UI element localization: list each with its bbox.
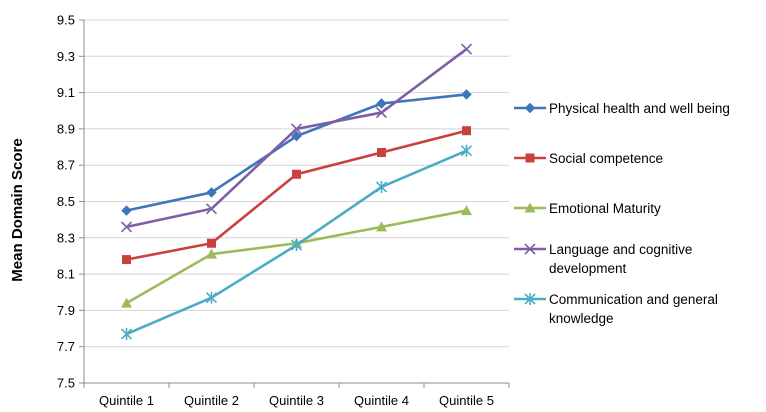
legend-item: Emotional Maturity: [514, 201, 661, 216]
y-tick-label: 7.7: [57, 339, 75, 354]
data-point: [376, 221, 387, 232]
data-point: [291, 130, 302, 142]
series-line: [125, 209, 467, 305]
data-point: [524, 202, 536, 213]
data-point: [377, 147, 386, 157]
legend-item: Physical health and well being: [514, 101, 730, 116]
data-point: [292, 169, 301, 179]
data-point: [290, 239, 303, 252]
legend-item: Language and cognitive development: [514, 242, 692, 276]
data-point: [460, 144, 473, 157]
legend-label: Social competence: [549, 151, 663, 166]
data-point: [524, 293, 536, 305]
x-tick-label: Quintile 5: [439, 393, 494, 408]
data-point: [375, 180, 388, 193]
data-point: [121, 297, 132, 308]
legend-item: Social competence: [514, 151, 663, 166]
grid: [84, 19, 509, 384]
data-point: [290, 123, 303, 135]
legend-label: knowledge: [549, 311, 614, 326]
series-line: [126, 93, 467, 212]
data-point: [524, 102, 536, 114]
data-point-stroke: [460, 43, 473, 55]
y-tick-label: 9.5: [57, 13, 75, 28]
legend-item: Communication and general knowledge: [514, 292, 718, 326]
data-point: [206, 187, 217, 198]
y-tick-label: 9.1: [57, 85, 75, 100]
data-point-stroke: [205, 203, 218, 215]
data-point: [122, 255, 131, 265]
data-point: [524, 243, 536, 255]
legend-label: Language and cognitive: [549, 242, 692, 257]
legend-label: Communication and general: [549, 292, 718, 307]
y-tick-label: 7.5: [57, 376, 75, 391]
data-point: [461, 89, 472, 100]
data-point: [120, 221, 133, 233]
legend-label: development: [549, 261, 627, 276]
data-point: [121, 205, 132, 216]
data-point-stroke: [375, 106, 388, 119]
data-point: [205, 291, 218, 304]
x-tick-label: Quintile 4: [354, 393, 409, 408]
y-tick-label: 8.9: [57, 121, 75, 136]
y-tick-label: 9.3: [57, 49, 75, 64]
data-point: [462, 126, 471, 136]
data-point: [206, 248, 217, 259]
legend: Physical health and well being Social com…: [514, 101, 730, 326]
series-4: [120, 43, 473, 233]
data-point: [460, 43, 473, 55]
data-point: [205, 203, 218, 215]
y-tick-label: 8.7: [57, 158, 75, 173]
series-1: [121, 89, 472, 216]
legend-label: Emotional Maturity: [549, 201, 661, 216]
y-tick-label: 7.9: [57, 303, 75, 318]
data-point-stroke: [524, 243, 536, 255]
series-3: [121, 205, 472, 308]
data-point-stroke: [290, 123, 303, 135]
x-tick-label: Quintile 1: [99, 393, 154, 408]
series-5: [120, 144, 473, 340]
data-point-stroke: [120, 221, 133, 233]
y-tick-label: 8.3: [57, 230, 75, 245]
legend-label: Physical health and well being: [549, 101, 730, 116]
data-point: [120, 327, 133, 340]
y-tick-label: 8.1: [57, 267, 75, 282]
x-tick-label: Quintile 2: [184, 393, 239, 408]
series-2: [122, 126, 471, 265]
x-tick-label: Quintile 3: [269, 393, 324, 408]
data-point: [525, 153, 535, 163]
data-point: [461, 205, 472, 216]
y-tick-label: 8.5: [57, 194, 75, 209]
axes: 7.5 7.7 7.9 8.1 8.3 8.5 8.7 8.9 9.1 9.3 9.5 Quintil…: [57, 13, 510, 408]
data-point: [376, 98, 387, 109]
data-point: [207, 238, 216, 248]
data-point: [375, 106, 388, 119]
series-lines: [120, 43, 473, 340]
y-axis-title: Mean Domain Score: [9, 138, 26, 281]
